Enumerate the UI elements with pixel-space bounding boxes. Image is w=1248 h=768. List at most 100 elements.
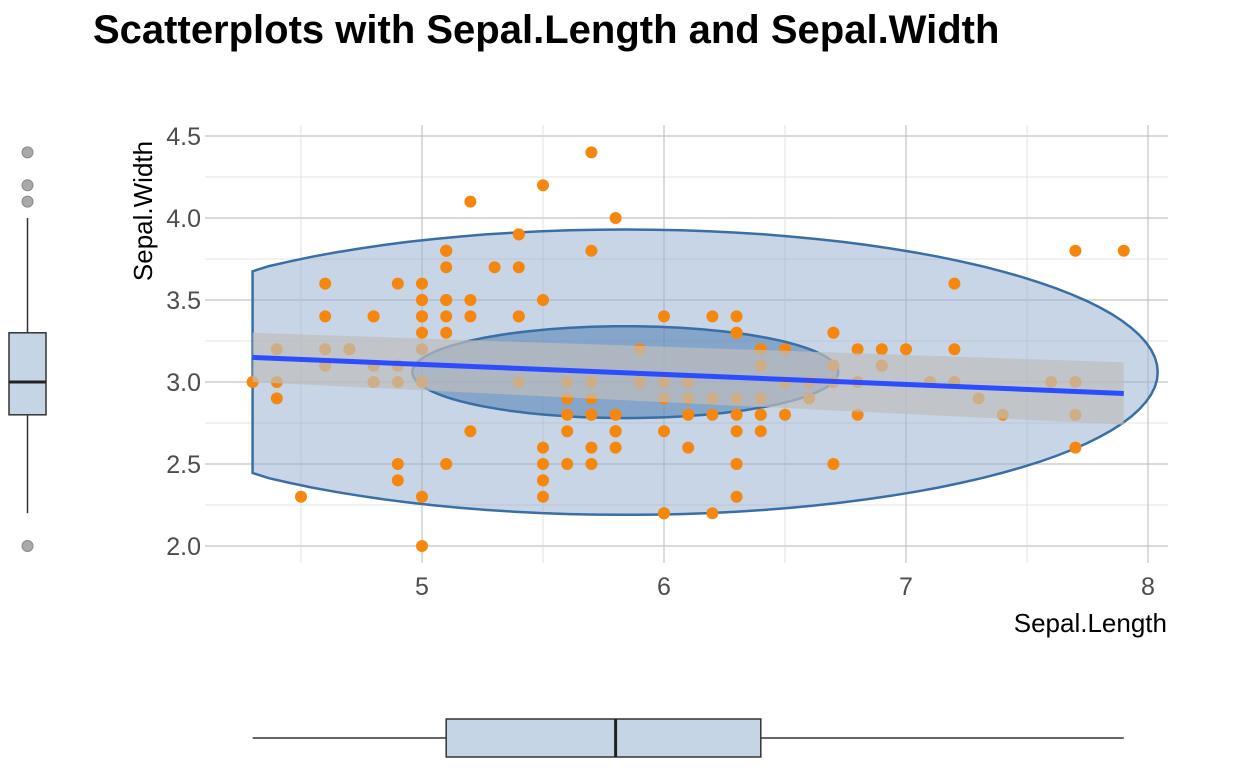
data-point [609, 212, 622, 224]
data-point [1069, 244, 1082, 257]
data-point [464, 425, 477, 438]
x-tick-label: 5 [415, 573, 429, 601]
data-point [706, 507, 719, 520]
data-point [682, 441, 695, 454]
data-point [295, 490, 307, 503]
data-point [319, 310, 332, 323]
confidence-band [252, 332, 1124, 425]
data-point [658, 507, 670, 520]
data-point [537, 458, 549, 470]
data-point [585, 408, 598, 421]
y-tick-label: 3.5 [166, 287, 201, 315]
data-point [730, 425, 743, 438]
y-tick-label: 3.0 [166, 369, 201, 397]
data-point [537, 441, 549, 454]
y-marginal-boxplot [8, 146, 47, 552]
y-axis-title: Sepal.Width [128, 141, 158, 281]
x-tick-label: 7 [899, 573, 913, 601]
data-point [1117, 244, 1130, 257]
data-point [706, 408, 719, 421]
y-boxplot-box [8, 332, 47, 416]
data-point [585, 244, 598, 257]
data-point [730, 408, 743, 421]
data-point [585, 146, 598, 159]
data-point [537, 490, 549, 503]
data-point [391, 277, 404, 290]
data-point [754, 408, 767, 421]
x-axis-ticks: 5 6 7 8 [415, 573, 1155, 601]
y-boxplot-outlier [21, 540, 34, 552]
data-point [416, 277, 428, 290]
data-point [416, 294, 428, 306]
data-point [391, 458, 404, 470]
data-point [827, 458, 840, 470]
data-point [561, 408, 574, 421]
data-point [416, 540, 428, 552]
data-point [416, 490, 428, 503]
y-tick-label: 4.5 [166, 123, 201, 151]
data-point [416, 326, 428, 339]
y-boxplot-outlier [21, 195, 34, 208]
data-point [319, 277, 332, 290]
data-point [440, 294, 453, 306]
data-point [827, 326, 840, 339]
data-point [1069, 441, 1082, 454]
data-point [658, 310, 670, 323]
regression-line [252, 354, 1124, 396]
data-point [464, 310, 477, 323]
data-point [440, 326, 453, 339]
data-point [270, 392, 283, 405]
data-point [440, 310, 453, 323]
data-point [488, 261, 501, 274]
data-point [730, 326, 743, 339]
data-point [464, 195, 477, 208]
data-point [779, 408, 791, 421]
y-tick-label: 2.5 [166, 451, 201, 479]
data-point [537, 294, 549, 306]
data-point [537, 179, 549, 192]
data-point [512, 228, 525, 241]
data-point [658, 425, 670, 438]
data-point [512, 261, 525, 274]
y-tick-label: 4.0 [166, 205, 201, 233]
chart-title: Scatterplots with Sepal.Length and Sepal… [93, 8, 999, 52]
data-point [367, 310, 380, 323]
data-point [754, 425, 767, 438]
data-point [706, 310, 719, 323]
data-point [609, 425, 622, 438]
data-point [440, 458, 453, 470]
x-tick-label: 6 [657, 573, 671, 601]
data-point [464, 294, 477, 306]
data-point [851, 408, 864, 421]
data-point [561, 458, 574, 470]
data-point [391, 474, 404, 487]
data-point [440, 244, 453, 257]
data-point [512, 310, 525, 323]
data-point [948, 277, 961, 290]
x-marginal-boxplot [252, 718, 1124, 758]
x-boxplot-box [445, 718, 762, 758]
x-axis-title: Sepal.Length [1014, 608, 1167, 638]
x-tick-label: 8 [1141, 573, 1155, 601]
data-point [730, 490, 743, 503]
y-boxplot-outlier [21, 146, 34, 159]
y-tick-label: 2.0 [166, 533, 201, 561]
data-point [609, 408, 622, 421]
data-point [440, 261, 453, 274]
data-point [609, 441, 622, 454]
data-point [948, 343, 961, 356]
y-boxplot-outlier [21, 179, 34, 192]
y-axis-ticks: 2.0 2.5 3.0 3.5 4.0 4.5 [166, 123, 201, 561]
data-point [585, 458, 598, 470]
data-point [875, 343, 888, 356]
data-point [682, 408, 695, 421]
data-point [561, 425, 574, 438]
data-point [537, 474, 549, 487]
data-point [730, 310, 743, 323]
data-point [851, 343, 864, 356]
data-point [730, 458, 743, 470]
data-point [585, 441, 598, 454]
data-point [416, 310, 428, 323]
data-point [900, 343, 912, 356]
